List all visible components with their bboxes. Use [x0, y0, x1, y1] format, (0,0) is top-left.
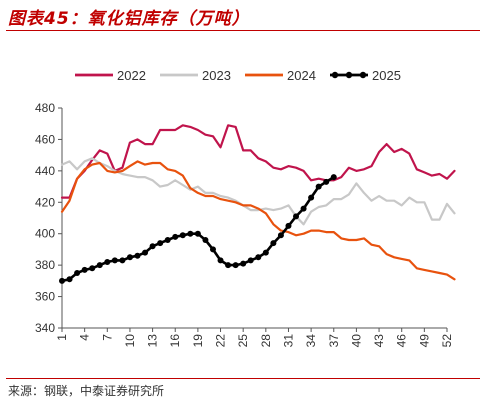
legend-label: 2023 [202, 68, 231, 83]
series-2023 [60, 157, 456, 226]
data-point-2025 [232, 262, 239, 269]
data-point-2025 [285, 222, 292, 229]
legend-label: 2024 [287, 68, 316, 83]
data-point-2025 [330, 174, 337, 181]
y-tick-label: 480 [35, 101, 55, 115]
x-tick-label: 43 [372, 334, 386, 348]
data-point-2025 [262, 249, 269, 256]
x-tick-label: 16 [168, 334, 182, 348]
data-point-2025 [240, 260, 247, 267]
y-tick-label: 340 [35, 321, 55, 335]
data-point-2025 [96, 262, 103, 269]
legend-marker [345, 71, 353, 79]
data-point-2025 [126, 254, 133, 261]
x-axis: 1 4 7 10 13 16 19 22 25 28 31 34 37 40 43 46 49 52 [55, 327, 454, 348]
data-point-2025 [111, 257, 118, 264]
y-tick-label: 460 [35, 132, 55, 146]
x-tick-label: 46 [395, 334, 409, 348]
chart-title: 图表45：氧化铝库存（万吨） [8, 9, 250, 29]
x-tick-label: 25 [236, 334, 250, 348]
data-point-2025 [202, 237, 209, 243]
x-tick-label: 34 [304, 334, 318, 348]
data-point-2025 [323, 178, 330, 185]
data-point-2025 [172, 233, 179, 240]
data-point-2025 [187, 230, 194, 237]
data-point-2025 [270, 240, 277, 247]
legend-item-2024: 2024 [245, 68, 316, 83]
legend: 2022 2023 2024 2025 [75, 68, 401, 83]
title-divider [6, 30, 480, 31]
data-point-2025 [119, 257, 126, 264]
series-2025 [59, 174, 337, 284]
data-point-2025 [157, 240, 164, 247]
legend-label: 2025 [372, 68, 401, 83]
legend-marker [359, 71, 367, 79]
data-point-2025 [179, 232, 186, 239]
series-line-2022 [60, 124, 456, 199]
legend-item-2023: 2023 [160, 68, 231, 83]
data-point-2025 [164, 237, 171, 243]
data-point-2025 [277, 232, 284, 239]
x-tick-label: 49 [417, 334, 431, 348]
source-divider [6, 378, 480, 379]
x-tick-label: 13 [146, 334, 160, 348]
data-point-2025 [247, 257, 254, 264]
legend-item-2025: 2025 [330, 68, 401, 83]
data-point-2025 [134, 252, 141, 259]
data-point-2025 [300, 205, 307, 212]
data-point-2025 [209, 246, 216, 253]
y-tick-label: 420 [35, 195, 55, 209]
x-tick-label: 31 [281, 334, 295, 348]
x-tick-label: 40 [349, 334, 363, 348]
x-tick-label: 37 [327, 334, 341, 348]
series-line-2024 [60, 160, 456, 281]
y-tick-label: 380 [35, 258, 55, 272]
data-point-2025 [225, 262, 232, 269]
x-tick-label: 19 [191, 334, 205, 348]
data-point-2025 [59, 277, 65, 284]
x-tick-label: 4 [78, 334, 92, 341]
y-axis: 340 360 380 400 420 440 460 480 [35, 101, 63, 335]
line-chart: 340 360 380 400 420 440 460 480 1 4 7 10 13 16 19 22 25… [35, 68, 456, 348]
data-point-2025 [293, 213, 300, 220]
data-point-2025 [74, 270, 81, 276]
x-tick-label: 7 [100, 334, 114, 341]
data-point-2025 [217, 257, 224, 264]
data-point-2025 [308, 194, 315, 201]
legend-item-2022: 2022 [75, 68, 146, 83]
y-tick-label: 440 [35, 164, 55, 178]
x-tick-label: 52 [440, 334, 454, 348]
x-tick-label: 10 [123, 334, 137, 348]
data-point-2025 [89, 265, 96, 272]
series-line-2023 [60, 157, 456, 226]
source-note: 来源：钢联，中泰证券研究所 [8, 384, 165, 398]
data-point-2025 [315, 183, 322, 190]
data-point-2025 [66, 276, 73, 283]
series-2024 [60, 160, 456, 281]
data-point-2025 [194, 230, 201, 237]
data-point-2025 [104, 259, 111, 265]
data-point-2025 [81, 266, 88, 273]
data-point-2025 [255, 254, 262, 261]
x-tick-label: 1 [55, 334, 69, 341]
x-tick-label: 28 [259, 334, 273, 348]
y-tick-label: 360 [35, 290, 55, 304]
series-2022 [60, 124, 456, 199]
x-tick-label: 22 [214, 334, 228, 348]
legend-marker [331, 71, 339, 79]
legend-label: 2022 [117, 68, 146, 83]
y-tick-label: 400 [35, 227, 55, 241]
series-layer [59, 124, 456, 284]
data-point-2025 [142, 249, 149, 256]
data-point-2025 [149, 243, 156, 250]
